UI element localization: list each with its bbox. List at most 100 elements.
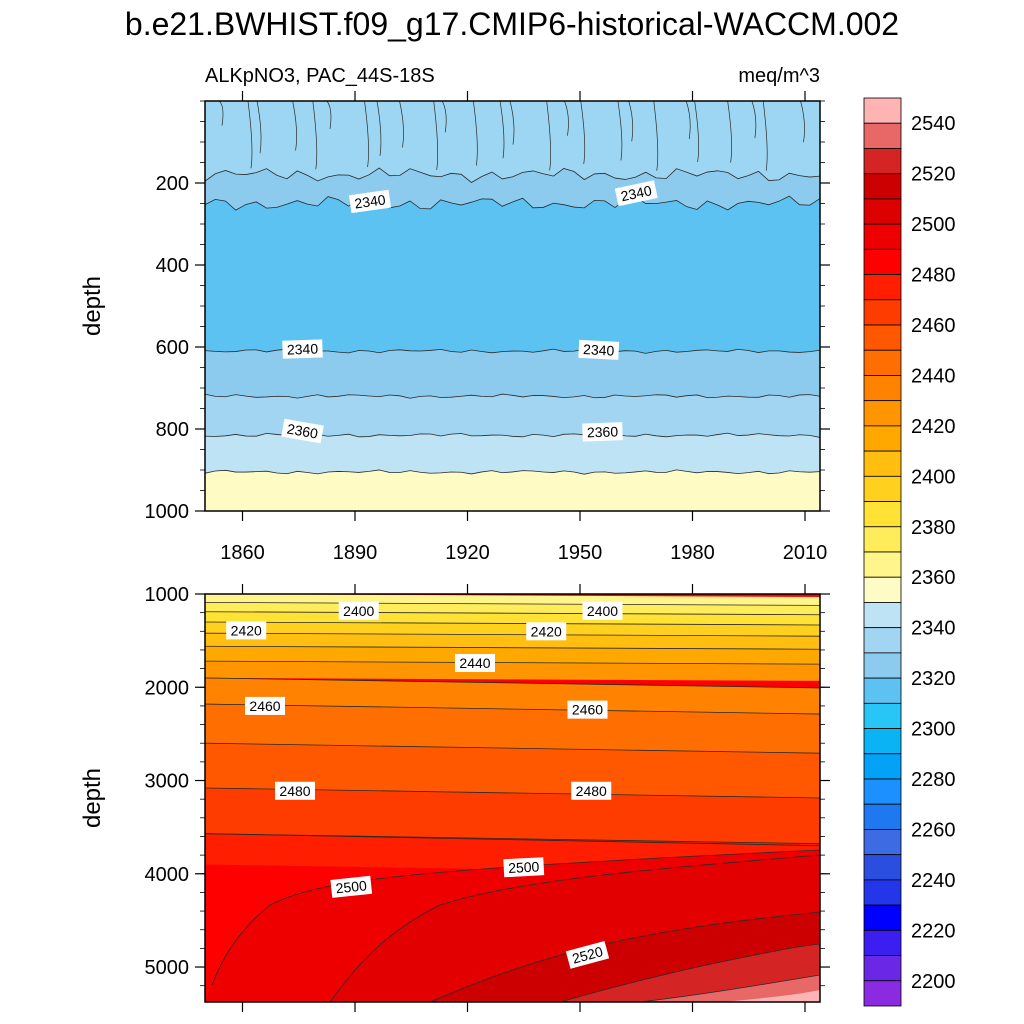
colorbar-box	[863, 778, 902, 805]
colorbar-box	[863, 349, 902, 376]
contour-line	[247, 101, 253, 169]
colorbar-box	[863, 450, 902, 477]
units-label: meq/m^3	[738, 65, 820, 87]
colorbar-box	[863, 299, 902, 326]
y-tick-label: 1000	[145, 584, 190, 606]
colorbar-box	[863, 122, 902, 149]
contour-band	[205, 621, 820, 637]
contour-label-text: 2480	[576, 783, 607, 799]
upper-panel: 2340 2340 2340 2340 2360 2360 200 400 600 800 100…	[79, 91, 830, 564]
contour-label-text: 2400	[343, 603, 374, 619]
colorbar-box	[863, 602, 902, 629]
contour-label: 2460	[567, 700, 608, 719]
contour-line	[628, 101, 634, 142]
contour-label-text: 2460	[572, 702, 603, 718]
contour-band	[205, 633, 820, 650]
contour-label: 2340	[614, 180, 658, 207]
colorbar-box	[863, 803, 902, 830]
variable-label: ALKpNO3, PAC_44S-18S	[205, 65, 435, 87]
contour-label: 2400	[338, 601, 379, 620]
lower-contour-labels: 2400 2400 2420 2420 2440 2460 2460 2480 2480 2500…	[226, 601, 623, 969]
contour-label-text: 2420	[231, 622, 262, 638]
lower-y-axis: 1000 2000 3000 4000 5000	[145, 584, 830, 987]
colorbar-label: 2220	[911, 920, 956, 942]
y-tick-label: 2000	[145, 677, 190, 699]
contour-line	[329, 854, 820, 1002]
contour-line	[312, 101, 318, 170]
lower-y-axis-label: depth	[79, 768, 106, 828]
contour-label-text: 2340	[583, 341, 615, 359]
colorbar-label: 2240	[911, 870, 956, 892]
colorbar-box	[863, 652, 902, 679]
contour-line	[205, 601, 820, 606]
contour-label: 2360	[281, 418, 324, 444]
colorbar-box	[863, 627, 902, 654]
colorbar-box	[863, 501, 902, 528]
colorbar-label: 2360	[911, 567, 956, 589]
y-tick-label: 4000	[145, 864, 190, 886]
colorbar-label: 2380	[911, 517, 956, 539]
contour-line	[617, 101, 623, 161]
colorbar-box	[863, 475, 902, 502]
colorbar-box	[863, 980, 902, 1007]
colorbar-box	[863, 400, 902, 427]
contour-label-text: 2340	[619, 182, 653, 204]
x-tick-label: 1950	[558, 542, 603, 564]
contour-label: 2420	[526, 622, 567, 641]
contour-line	[653, 101, 659, 171]
contour-line	[580, 101, 586, 164]
contour-label: 2500	[503, 857, 545, 878]
colorbar-box	[863, 854, 902, 881]
colorbar-box	[863, 148, 902, 175]
colorbar-box	[863, 223, 902, 250]
colorbar-box	[863, 929, 902, 956]
contour-line	[205, 167, 820, 183]
colorbar-box	[863, 728, 902, 755]
contour-label: 2480	[571, 781, 612, 800]
lower-panel: 2400 2400 2420 2420 2440 2460 2460 2480 2480 2500…	[79, 584, 830, 1012]
contour-band	[205, 787, 820, 844]
contour-label-text: 2500	[335, 877, 368, 896]
contour-line	[205, 645, 820, 650]
contour-line	[205, 195, 820, 211]
x-tick-label: 1860	[220, 542, 265, 564]
lower-plot-frame	[204, 593, 821, 1003]
chart-title: b.e21.BWHIST.f09_g17.CMIP6-historical-WA…	[125, 6, 899, 42]
colorbar-box	[863, 248, 902, 275]
contour-line	[564, 101, 569, 136]
contour-label: 2400	[582, 601, 623, 620]
upper-contour-labels: 2340 2340 2340 2340 2360 2360	[281, 180, 658, 444]
colorbar-box	[863, 425, 902, 452]
contour-line	[205, 611, 820, 616]
colorbar-box	[863, 829, 902, 856]
contour-line	[218, 101, 224, 126]
colorbar-label: 2200	[911, 971, 956, 993]
contour-line	[364, 101, 369, 168]
contour-line	[727, 101, 732, 163]
contour-band	[205, 646, 820, 665]
contour-label-text: 2440	[459, 655, 490, 671]
contour-line	[205, 833, 820, 847]
y-tick-label: 600	[156, 337, 189, 359]
upper-y-axis: 200 400 600 800 1000	[145, 100, 830, 523]
colorbar-label: 2480	[911, 265, 956, 287]
contour-band	[640, 975, 820, 1002]
colorbar-box	[863, 879, 902, 906]
contour-line	[205, 703, 820, 715]
contour-label: 2480	[275, 781, 315, 800]
contour-line	[694, 101, 699, 163]
contour-line	[762, 101, 768, 171]
colorbar-box	[863, 97, 902, 124]
contour-label-text: 2340	[287, 341, 319, 358]
colorbar-box	[863, 551, 902, 578]
colorbar-box	[863, 753, 902, 780]
colorbar-label: 2320	[911, 668, 956, 690]
contour-line	[205, 677, 820, 689]
contour-line	[326, 101, 332, 130]
contour-line	[205, 469, 820, 475]
x-tick-label: 1920	[445, 542, 490, 564]
colorbar-label: 2280	[911, 769, 956, 791]
contour-line	[211, 849, 820, 986]
contour-band	[205, 196, 820, 354]
colorbar-box	[863, 904, 902, 931]
